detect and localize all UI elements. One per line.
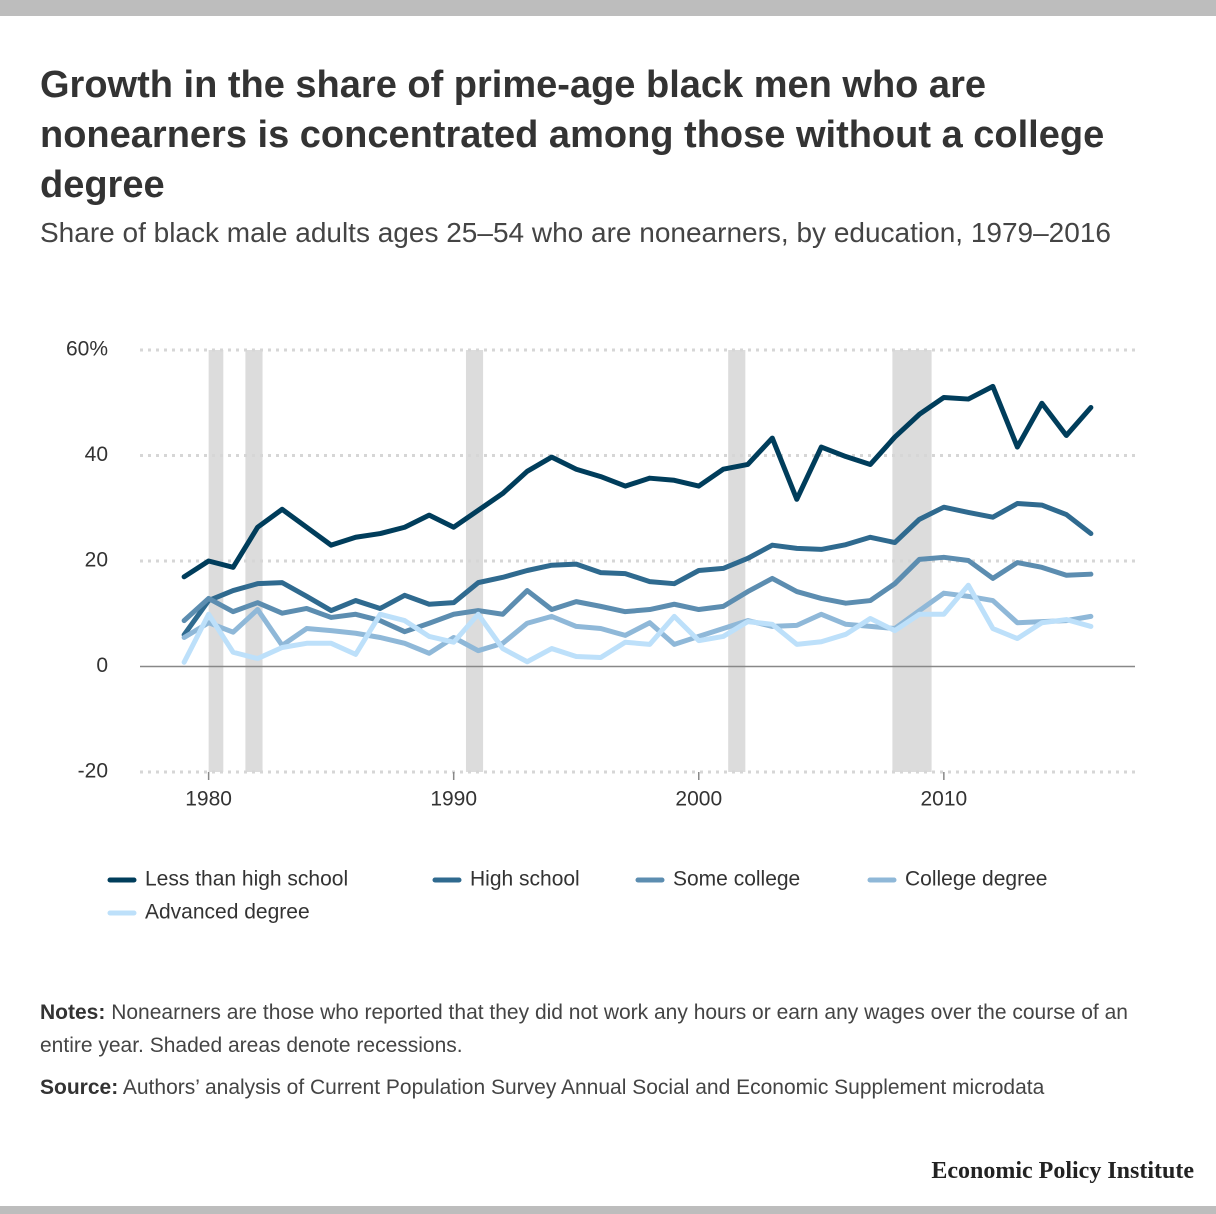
legend-label: College degree — [905, 868, 1047, 891]
y-tick-label: 60% — [66, 338, 108, 361]
series-line — [181, 383, 1094, 580]
source-text: Authors’ analysis of Current Population … — [122, 1076, 1045, 1099]
series-line — [181, 501, 1094, 638]
y-tick-label: 0 — [96, 654, 108, 677]
source: Source: Authors’ analysis of Current Pop… — [40, 1071, 1170, 1104]
chart: 60% 40 20 0 -20 1980 1990 2000 2010 Less than hig… — [66, 338, 1135, 924]
notes: Notes: Nonearners are those who reported… — [40, 996, 1170, 1062]
notes-label: Notes: — [40, 1001, 106, 1024]
top-bar — [0, 0, 1216, 16]
x-tick-label: 1990 — [430, 788, 477, 811]
chart-subtitle: Share of black male adults ages 25–54 wh… — [40, 217, 1111, 248]
series-line — [181, 554, 1094, 635]
x-tick-label: 2000 — [675, 788, 722, 811]
series-line — [181, 582, 1094, 665]
series-line — [181, 590, 1094, 656]
legend-label: Some college — [673, 868, 800, 891]
y-tick-label: 40 — [85, 443, 108, 466]
x-tick-label: 1980 — [185, 788, 232, 811]
legend-label: Advanced degree — [145, 901, 310, 924]
bottom-bar — [0, 1206, 1216, 1214]
legend-label: High school — [470, 868, 580, 891]
x-tick-label: 2010 — [920, 788, 967, 811]
y-tick-label: 20 — [85, 549, 108, 572]
y-tick-label: -20 — [78, 760, 108, 783]
legend-label: Less than high school — [145, 868, 348, 891]
notes-text: Nonearners are those who reported that t… — [40, 1001, 1128, 1057]
source-label: Source: — [40, 1076, 119, 1099]
brand: Economic Policy Institute — [931, 1158, 1194, 1184]
chart-title: Growth in the share of prime-age black m… — [40, 64, 1105, 206]
